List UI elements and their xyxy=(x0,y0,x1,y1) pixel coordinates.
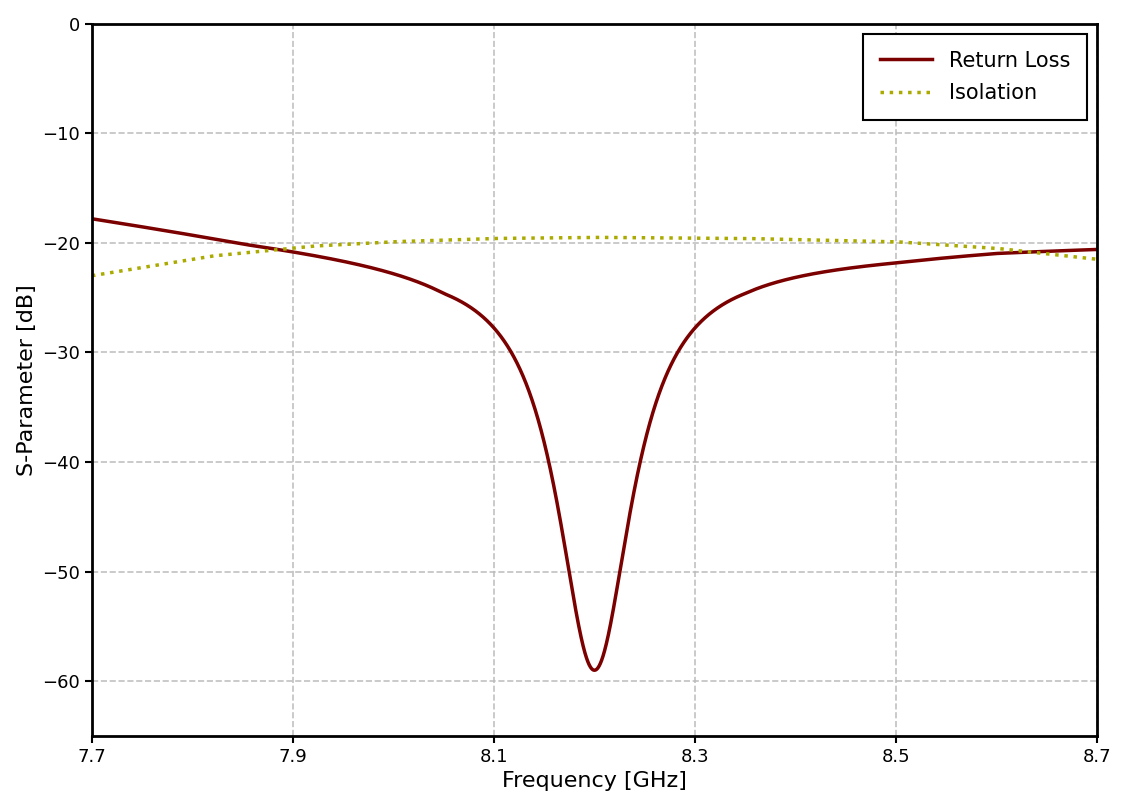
Isolation xyxy=(85,271,98,280)
Return Loss xyxy=(911,255,925,265)
Return Loss xyxy=(588,665,601,675)
Legend: Return Loss, Isolation: Return Loss, Isolation xyxy=(863,34,1086,120)
Return Loss xyxy=(1091,245,1104,255)
Isolation xyxy=(688,234,702,243)
Return Loss xyxy=(469,306,483,316)
Return Loss xyxy=(739,288,752,298)
Return Loss xyxy=(836,264,849,274)
Return Loss xyxy=(688,323,702,333)
Isolation xyxy=(469,234,483,244)
Line: Return Loss: Return Loss xyxy=(91,219,1098,670)
Isolation xyxy=(739,234,752,243)
Isolation xyxy=(267,245,281,255)
Return Loss xyxy=(267,244,281,254)
Isolation xyxy=(911,238,925,248)
Isolation xyxy=(588,233,601,242)
Y-axis label: S-Parameter [dB]: S-Parameter [dB] xyxy=(17,284,37,476)
Line: Isolation: Isolation xyxy=(91,238,1098,276)
Isolation xyxy=(1091,255,1104,264)
Return Loss xyxy=(85,214,98,224)
Isolation xyxy=(836,236,849,246)
X-axis label: Frequency [GHz]: Frequency [GHz] xyxy=(502,772,687,791)
